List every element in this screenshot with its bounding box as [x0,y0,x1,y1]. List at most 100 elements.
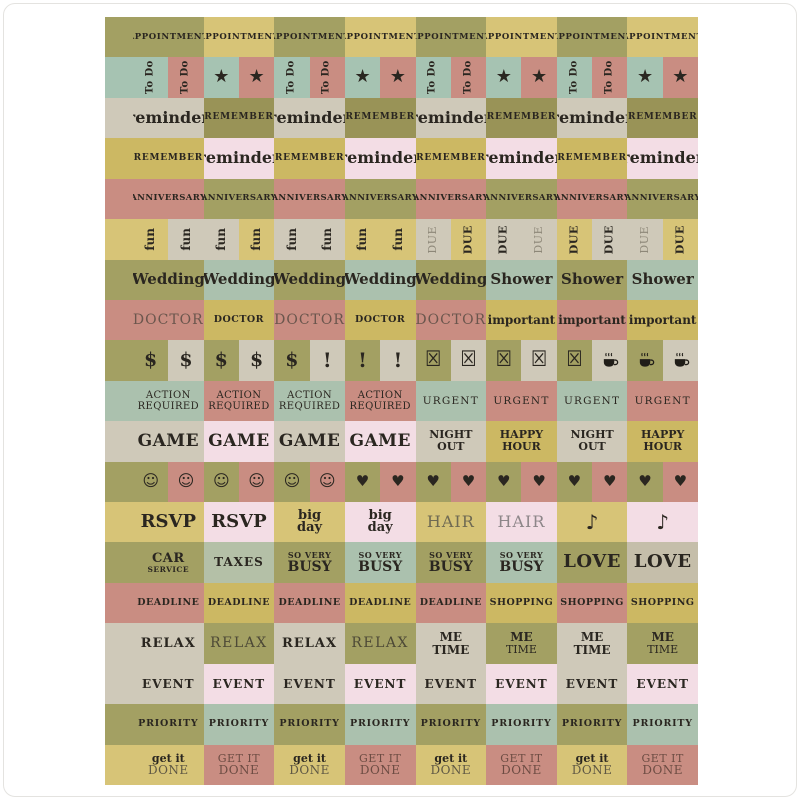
sticker-appointment: APPOINTMENT [133,17,204,58]
sticker-text-line: ACTION [216,389,262,401]
sticker-get-it-done: GET IT DONE [486,744,557,786]
sticker-text-line: ♥ [497,471,511,490]
sticker-to-do: To Do [592,57,628,98]
sticker-so-very-busy: SO VERY BUSY [415,542,487,583]
sticker-text-line: To Do [426,60,438,95]
sticker-text-line: APPOINTMENT [345,31,416,42]
sticker-text-line: ♥ [426,471,440,490]
sticker-text-line: HOUR [643,440,683,454]
sticker-text-line: ! [322,348,332,373]
sticker-text-line: ♥ [355,471,370,490]
sticker-game: GAME [133,421,204,462]
sticker-text-line: GAME [349,430,411,451]
sticker-event: EVENT [203,663,275,705]
sticker-text-line: To Do [568,60,580,95]
sticker-text-line: reminder [345,148,416,168]
ballot-box-icon: ☒ [521,340,557,381]
sticker-row-action-urgent: ACTION REQUIRED ACTION REQUIRED ACTION REQUIR… [105,380,698,422]
coffee-icon [592,340,628,381]
sticker-text-line: fun [355,228,370,251]
sticker-text-line: To Do [462,60,474,95]
sticker-text-line: ANNIVERSARY [627,193,698,204]
sticker-text-line: DONE [430,763,472,778]
left-bleed-strip [105,582,133,624]
sticker-anniversary: ANNIVERSARY [344,178,416,220]
heart-icon: ♥ [556,461,593,503]
sticker-wedding: Wedding [415,259,487,300]
sticker-deadline: DEADLINE [344,582,416,624]
sticker-priority: PRIORITY [133,704,204,745]
sticker-to-do: To Do [168,57,204,98]
sticker-row-fun-due: fun fun fun fun fun fun fun fun DUE DUE DUE DUE DUE D… [105,219,698,260]
left-bleed-strip [105,219,133,260]
sticker-priority: PRIORITY [274,704,345,745]
sticker-due: DUE [556,219,593,260]
left-bleed-strip [105,299,133,341]
sticker-text-line: TIME [573,642,611,657]
sticker-text-line: SHOPPING [630,597,695,609]
sticker-important: important [486,299,557,341]
sticker-text-line: ★ [495,66,512,88]
sticker-text-line: DEADLINE [278,597,341,609]
sticker-event: EVENT [627,663,698,705]
sticker-text-line: reminder [274,107,345,127]
sticker-get-it-done: GET IT DONE [344,744,416,786]
sticker-text-line: DONE [359,763,401,778]
sticker-text-line: LOVE [563,551,621,573]
sticker-text-line: REMEMBER [345,112,415,123]
sticker-text-line: REMEMBER [204,112,274,123]
sticker-text-line: REMEMBER [133,152,204,163]
left-bleed-strip [105,178,133,220]
sticker-text-line: DONE [501,763,542,778]
sticker-text-line: ☺ [142,471,159,491]
sticker-row-remember-reminder: REMEMBERreminderREMEMBERreminderREMEMBER… [105,138,698,179]
sticker-text-line: Shower [631,269,694,288]
sticker-event: EVENT [415,663,487,705]
sticker-me-time: ME TIME [556,623,628,664]
sticker-text-line: APPOINTMENT [274,31,345,42]
star-icon: ★ [238,57,275,98]
sticker-to-do: To Do [274,57,310,98]
sticker-to-do: To Do [450,57,487,98]
sticker-big-day: big day [344,502,416,543]
sticker-text-line: REQUIRED [137,401,200,412]
sticker-text-line: ACTION [287,389,332,401]
sticker-text-line: DEADLINE [349,597,412,609]
sticker-doctor: DOCTOR [415,299,487,341]
coffee-icon [662,340,698,381]
ballot-box-icon: ☒ [450,340,487,381]
sticker-text-line: DUE [461,224,475,254]
sticker-reminder: reminder [133,97,204,139]
sticker-text-line: DOCTOR [355,314,406,326]
sticker-appointment: APPOINTMENT [203,17,275,58]
sticker-row-appointment: APPOINTMENTAPPOINTMENTAPPOINTMENTAPPOINT… [105,17,698,58]
star-icon: ★ [380,57,416,98]
sticker-text-line: To Do [603,60,615,95]
sticker-text-line: important [487,312,556,327]
sticker-me-time: ME TIME [415,623,487,664]
sticker-text-line: ☺ [177,471,195,491]
sticker-wedding: Wedding [274,259,345,300]
left-bleed-strip [105,259,133,300]
sticker-text-line: ★ [672,66,689,88]
sticker-text-line: HAPPY [499,428,544,442]
sticker-due: DUE [521,219,557,260]
sticker-text-line: ♪ [656,509,670,534]
sticker-fun: fun [238,219,275,260]
sticker-text-line: APPOINTMENT [204,31,275,42]
sticker-text-line: get it [293,751,326,765]
sticker-text-line: fun [284,228,299,251]
left-bleed-strip [105,340,133,381]
sticker-fun: fun [344,219,381,260]
sticker-text-line: SO VERY [429,550,473,561]
left-bleed-strip [105,502,133,543]
sticker-text-line: APPOINTMENT [557,31,628,42]
sticker-text-line: GET IT [500,751,543,765]
sticker-text-line: PRIORITY [420,718,481,730]
sticker-event: EVENT [486,663,557,705]
sticker-text-line: REQUIRED [349,401,411,412]
sticker-due: DUE [662,219,698,260]
sticker-me-time: ME TIME [486,623,557,664]
sticker-text-line: REMEMBER [557,152,627,163]
heart-icon: ♥ [344,461,381,503]
